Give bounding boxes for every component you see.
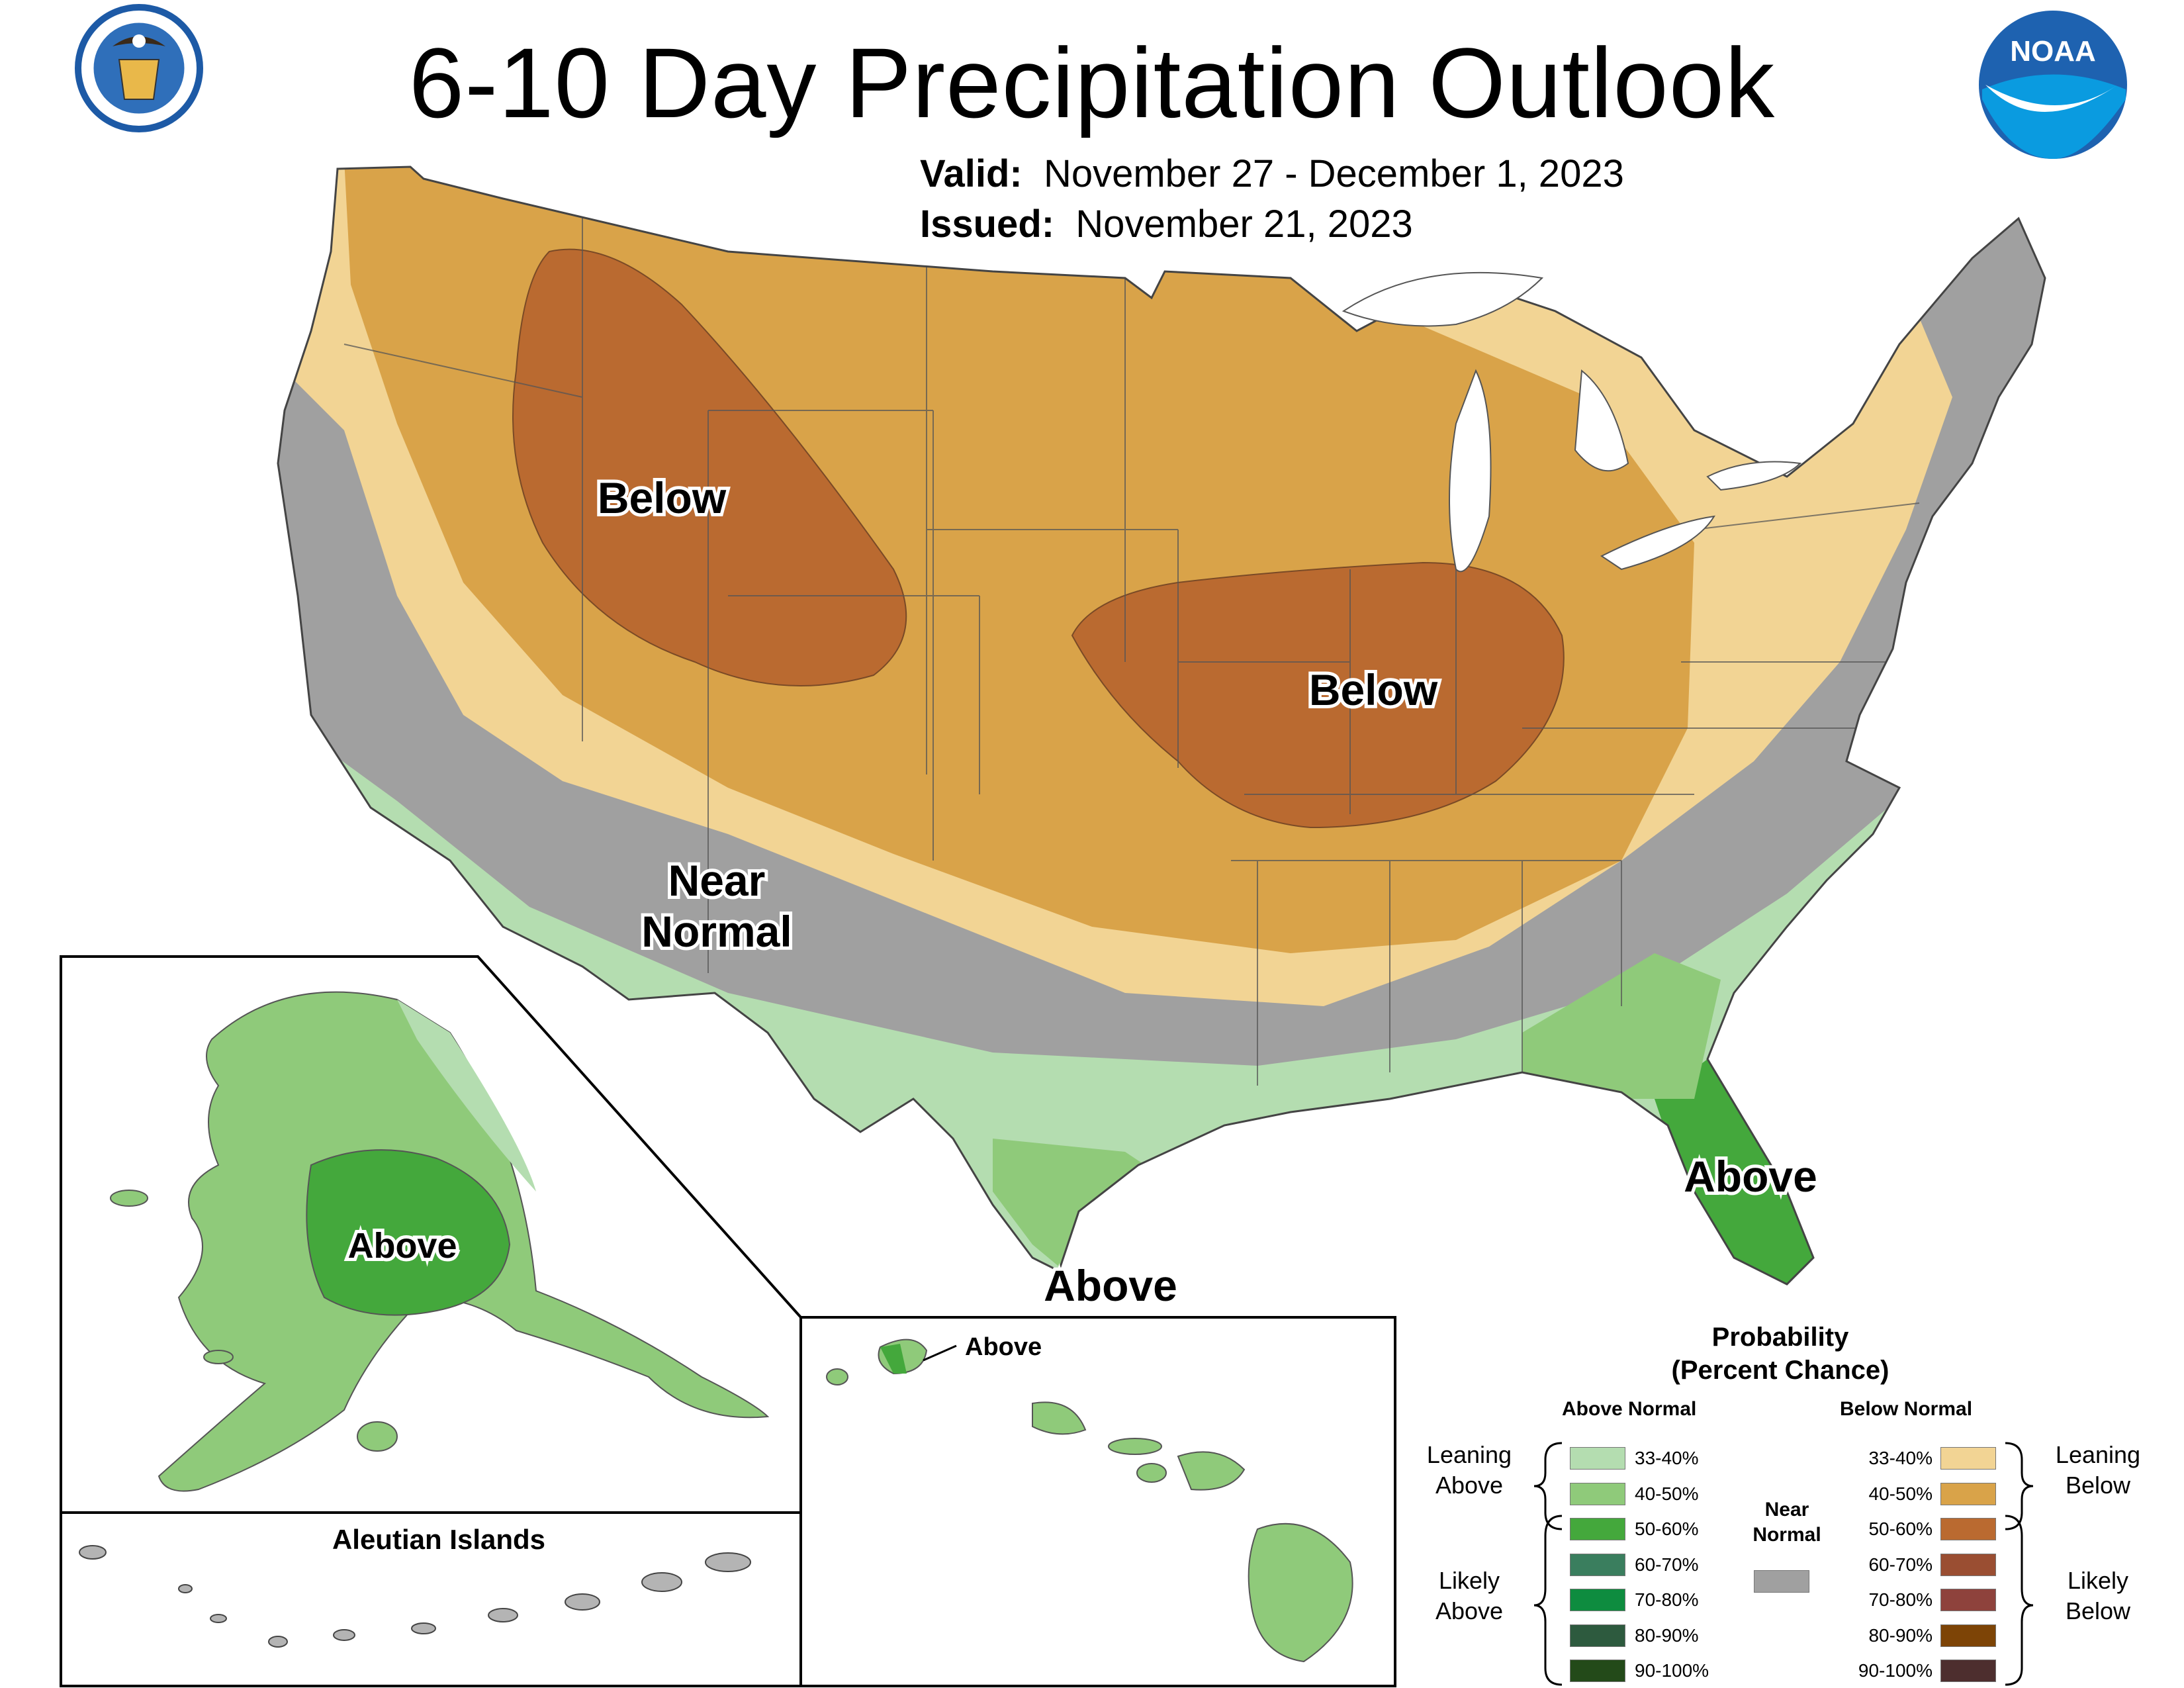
legend-above-swatch-2 (1570, 1518, 1625, 1540)
aleutian-islands-shapes (79, 1545, 751, 1648)
maui (1177, 1451, 1246, 1491)
brace-likely-below (2005, 1515, 2034, 1686)
legend-below-range-label-5: 80-90% (1868, 1624, 1933, 1646)
page-title: 6-10 Day Precipitation Outlook (408, 27, 1776, 138)
alaska-leaning-above-light (397, 1000, 536, 1192)
legend-below-swatch-0 (1940, 1447, 1996, 1470)
region-likely-above-florida (1655, 1059, 1813, 1284)
legend-title-line-2: (Percent Chance) (1671, 1356, 1889, 1385)
great-lakes (1342, 271, 1802, 573)
legend-leaning-below-label: Leaning Below (2055, 1441, 2141, 1499)
legend-likely-below-label: Likely Below (2065, 1567, 2131, 1624)
valid-value: November 27 - December 1, 2023 (1043, 152, 1624, 195)
legend-above-swatch-0 (1570, 1447, 1625, 1470)
label-aleutian-islands: Aleutian Islands (332, 1524, 545, 1555)
legend-above-range-label-1: 40-50% (1635, 1483, 1699, 1504)
legend-above-range-label-5: 80-90% (1635, 1624, 1699, 1646)
legend-title-line-1: Probability (1711, 1323, 1849, 1352)
legend-below-swatch-3 (1940, 1553, 1996, 1576)
issued-value: November 21, 2023 (1075, 203, 1413, 246)
issued-line: Issued: November 21, 2023 (920, 199, 1624, 250)
map-labels: Below Below Near Normal Above Above Abov… (332, 470, 1821, 1555)
legend-title: Probability (Percent Chance) (1661, 1321, 1899, 1387)
legend-below-range-label-2: 50-60% (1868, 1519, 1933, 1539)
legend-below-swatch-6 (1940, 1660, 1996, 1682)
legend-below-swatch-1 (1940, 1482, 1996, 1505)
label-above-hawaii: Above (965, 1333, 1042, 1361)
niihau (826, 1368, 848, 1385)
label-above-alaska: Above (347, 1226, 457, 1266)
lanai (1136, 1463, 1167, 1483)
brace-leaning-above (1533, 1442, 1563, 1530)
region-leaning-above-southeast (1522, 953, 1721, 1099)
svg-text:NOAA: NOAA (2010, 35, 2096, 68)
big-island (1248, 1523, 1353, 1663)
legend-below-header: Below Normal (1840, 1398, 1973, 1420)
alaska-likely-above (306, 1149, 511, 1316)
label-near-normal-1: Near (668, 856, 766, 905)
legend-below-range-label-6: 90-100% (1858, 1660, 1933, 1681)
oahu (1032, 1401, 1087, 1435)
legend-below-range-label-3: 60-70% (1868, 1554, 1933, 1575)
legend-likely-above-label: Likely Above (1435, 1567, 1504, 1624)
legend-above-swatch-4 (1570, 1589, 1625, 1611)
hawaii-label-leader (923, 1344, 957, 1362)
noaa-logo-icon: NOAA (1979, 11, 2127, 159)
molokai (1108, 1438, 1162, 1455)
legend-below-swatch-2 (1940, 1518, 1996, 1540)
region-likely-below-west (512, 248, 907, 686)
alaska-inset (60, 955, 802, 1687)
lake-michigan (1449, 369, 1492, 573)
island (357, 1421, 398, 1452)
valid-issued-block: Valid: November 27 - December 1, 2023 Is… (920, 149, 1624, 250)
valid-line: Valid: November 27 - December 1, 2023 (920, 149, 1624, 199)
kauai-likely-above (880, 1344, 907, 1374)
label-above-florida: Above (1684, 1152, 1817, 1201)
lake-superior (1342, 271, 1544, 327)
state-boundaries (343, 172, 1920, 1086)
legend-above-range-label-2: 50-60% (1635, 1519, 1699, 1539)
brace-likely-above (1533, 1515, 1563, 1686)
island (110, 1190, 148, 1207)
island (203, 1350, 234, 1364)
legend-braces (1533, 1442, 2034, 1686)
legend-below-range-label-0: 33-40% (1868, 1448, 1933, 1468)
lake-erie (1600, 515, 1715, 571)
region-leaning-above-texas-coast (993, 1139, 1165, 1278)
legend-near-normal-swatch (1754, 1570, 1809, 1593)
legend-above-swatch-1 (1570, 1482, 1625, 1505)
legend-above-swatch-6 (1570, 1660, 1625, 1682)
legend-below-range-label-1: 40-50% (1868, 1483, 1933, 1504)
legend-above-range-label-0: 33-40% (1635, 1448, 1699, 1468)
legend-near-normal-label: Near Normal (1752, 1499, 1821, 1546)
region-likely-below-central (1071, 561, 1565, 829)
legend-above-range-label-3: 60-70% (1635, 1554, 1699, 1575)
legend-above-range-label-4: 70-80% (1635, 1589, 1699, 1610)
issued-label: Issued: (920, 203, 1055, 246)
legend-leaning-above-label: Leaning Above (1426, 1441, 1512, 1499)
department-of-commerce-seal-icon (75, 4, 203, 132)
lake-huron (1574, 369, 1629, 472)
legend-above-swatch-5 (1570, 1624, 1625, 1647)
legend-above-header: Above Normal (1562, 1398, 1697, 1420)
brace-leaning-below (2005, 1442, 2034, 1530)
legend-above-range-label-6: 90-100% (1635, 1660, 1709, 1681)
label-near-normal-2: Normal (641, 907, 792, 956)
legend-below-range-label-4: 70-80% (1868, 1589, 1933, 1610)
hawaii-inset (799, 1316, 1396, 1687)
label-above-texas: Above (1044, 1261, 1177, 1310)
label-below-central: Below (1309, 665, 1438, 714)
lake-ontario (1706, 461, 1802, 491)
label-below-west: Below (598, 473, 727, 522)
legend-above-swatch-3 (1570, 1553, 1625, 1576)
valid-label: Valid: (920, 152, 1023, 195)
legend-below-swatch-4 (1940, 1589, 1996, 1611)
legend-below-swatch-5 (1940, 1624, 1996, 1647)
